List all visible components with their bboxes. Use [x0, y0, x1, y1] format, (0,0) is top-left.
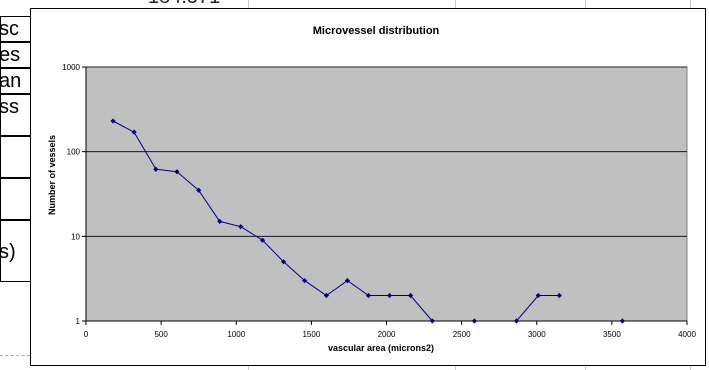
x-tick-label: 1500 [302, 330, 320, 339]
x-tick-label: 4000 [678, 330, 696, 339]
x-tick-label: 3000 [528, 330, 546, 339]
data-point [217, 218, 223, 225]
chart-title: Microvessel distribution [313, 25, 440, 37]
sheet-cell: ss [0, 94, 32, 136]
data-point [238, 224, 244, 230]
data-point [196, 187, 202, 193]
data-point [344, 278, 351, 284]
y-axis: 1 10 100 1000 [62, 63, 87, 326]
x-axis: 0 500 1000 1500 2000 2500 3000 3500 4000 [84, 320, 696, 339]
chart-svg: Microvessel distribution 0 500 1000 1500 200… [47, 25, 696, 353]
gridlines [86, 66, 687, 237]
y-tick-label: 10 [71, 232, 80, 241]
chart-object[interactable]: Microvessel distribution 0 500 1000 1500 200… [30, 8, 706, 366]
series-segment [112, 120, 433, 322]
sheet-cell-value: 184.571 [148, 0, 220, 8]
data-point [535, 292, 541, 299]
data-point [619, 318, 625, 324]
data-point [556, 292, 562, 299]
x-tick-label: 500 [154, 330, 168, 339]
data-point [407, 292, 414, 299]
x-axis-label: vascular area (microns2) [328, 343, 434, 353]
x-tick-label: 2000 [378, 330, 396, 339]
x-tick-label: 2500 [453, 330, 471, 339]
x-tick-label: 1000 [227, 330, 245, 339]
y-tick-label: 1 [76, 317, 81, 326]
sheet-cell-text: sc [0, 18, 19, 40]
sheet-cell: es [0, 42, 32, 68]
sheet-cell [0, 178, 32, 220]
data-point [365, 292, 372, 299]
data-point [110, 118, 116, 124]
x-tick-label: 3500 [603, 330, 621, 339]
data-point [259, 237, 266, 243]
sheet-cell [0, 136, 32, 178]
plot-area [85, 66, 688, 322]
data-point [513, 318, 520, 324]
y-axis-label: Number of vessels [47, 135, 57, 215]
sheet-cell: sc [0, 16, 32, 42]
series-markers [110, 118, 625, 324]
sheet-cell-text: an [0, 70, 22, 92]
x-tick-label: 0 [84, 330, 89, 339]
y-tick-label: 1000 [62, 63, 80, 72]
data-point [302, 278, 308, 284]
data-point [323, 292, 329, 299]
data-point [429, 318, 435, 324]
data-point [131, 129, 137, 135]
data-point [386, 292, 393, 299]
sheet-cell-text: s) [0, 241, 16, 263]
data-point [471, 318, 477, 324]
data-point [174, 169, 180, 175]
sheet-cell-text: es [0, 44, 21, 66]
sheet-cell-text: ss [0, 96, 19, 118]
y-tick-label: 100 [67, 148, 81, 157]
sheet-cell: s) [0, 220, 32, 282]
sheet-cell: an [0, 68, 32, 94]
sheet-selection-border [0, 355, 30, 357]
data-point [153, 166, 159, 172]
